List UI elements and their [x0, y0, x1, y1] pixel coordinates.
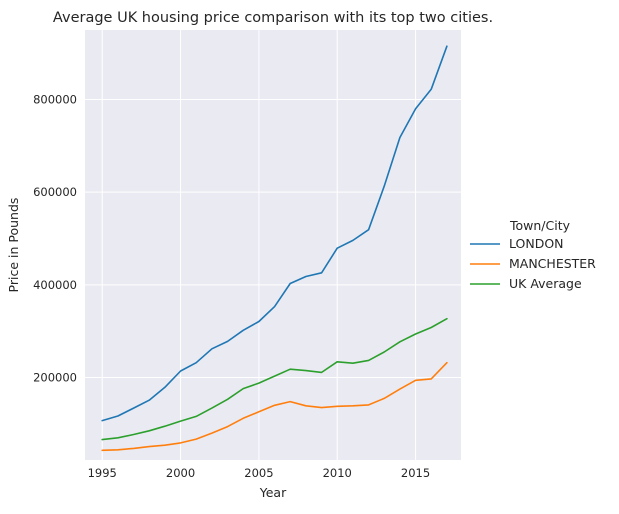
chart-title: Average UK housing price comparison with… [53, 10, 493, 26]
tick-layer: 1995 2000 2005 2010 2015 200000 400000 600000 80… [33, 93, 430, 480]
legend-label-london: LONDON [509, 236, 564, 251]
y-axis-label: Price in Pounds [6, 198, 21, 293]
series-line-uk-average [101, 317, 448, 441]
y-tick-label: 200000 [33, 371, 77, 385]
x-tick-label: 2010 [323, 466, 352, 480]
series-layer [101, 45, 448, 452]
y-tick-label: 800000 [33, 93, 77, 107]
legend-title: Town/City [509, 218, 571, 233]
x-tick-label: 2015 [401, 466, 430, 480]
x-tick-label: 2005 [244, 466, 273, 480]
y-tick-label: 400000 [33, 278, 77, 292]
legend: Town/City LONDON MANCHESTER UK Average [470, 218, 596, 291]
y-tick-label: 600000 [33, 185, 77, 199]
legend-label-manchester: MANCHESTER [509, 256, 596, 271]
series-line-london [101, 45, 448, 422]
series-line-manchester [101, 361, 448, 452]
legend-items: LONDON MANCHESTER UK Average [470, 236, 596, 291]
x-tick-label: 2000 [166, 466, 195, 480]
plot-background [85, 30, 461, 460]
x-tick-label: 1995 [88, 466, 117, 480]
x-axis-label: Year [259, 485, 287, 500]
legend-label-uk-average: UK Average [509, 276, 582, 291]
